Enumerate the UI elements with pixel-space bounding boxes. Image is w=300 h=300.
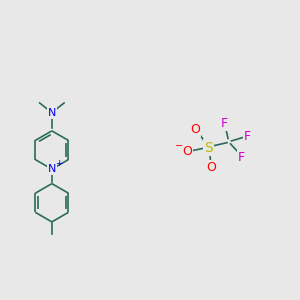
Text: N: N xyxy=(48,164,56,174)
Text: S: S xyxy=(205,140,213,154)
Text: −: − xyxy=(176,141,184,151)
Text: +: + xyxy=(55,159,62,168)
Text: O: O xyxy=(182,145,192,158)
Text: F: F xyxy=(221,116,228,130)
Text: O: O xyxy=(206,161,216,174)
Text: N: N xyxy=(48,108,56,118)
Text: O: O xyxy=(190,123,200,136)
Text: F: F xyxy=(238,151,245,164)
Text: F: F xyxy=(244,130,251,143)
